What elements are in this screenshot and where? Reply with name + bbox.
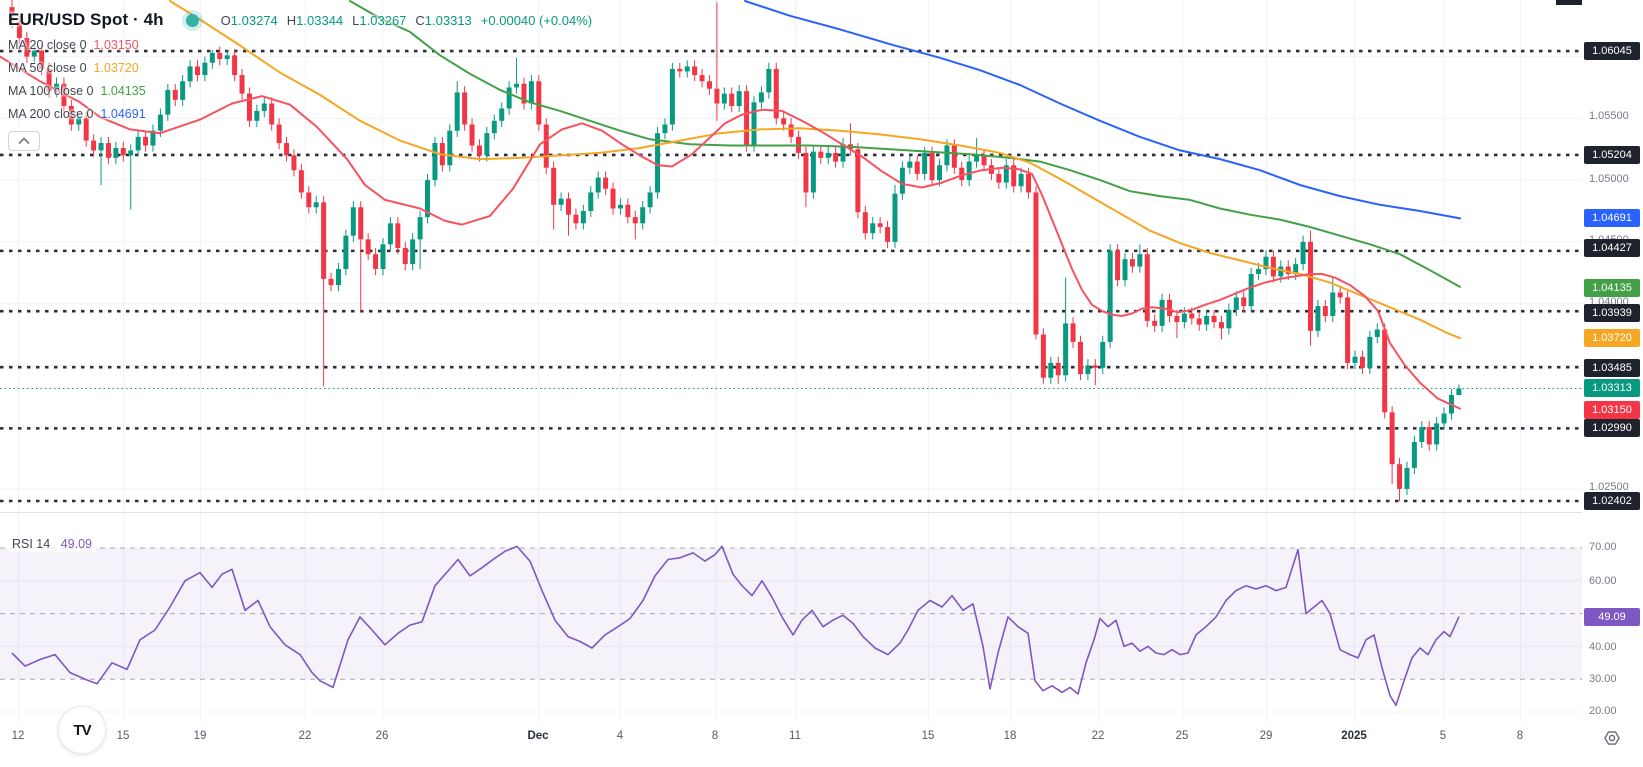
time-axis-label: Dec — [527, 730, 549, 742]
price-badge: 1.03939 — [1584, 304, 1640, 322]
time-axis-label: 12 — [11, 730, 25, 742]
price-axis-label: 1.02500 — [1589, 481, 1629, 493]
rsi-axis-badge: 49.09 — [1584, 608, 1640, 626]
open-value: 1.03274 — [230, 12, 278, 28]
time-axis-label: 25 — [1175, 730, 1189, 742]
ma-row-value-0: 1.03150 — [93, 38, 139, 52]
time-axis-label: 5 — [1439, 730, 1447, 742]
time-axis-label: 22 — [298, 730, 312, 742]
ma20-label: MA 20 close 0 — [8, 38, 87, 52]
price-axis-label: 1.05500 — [1589, 110, 1629, 122]
time-axis-label: 2025 — [1341, 730, 1367, 742]
price-axis-label: 40.00 — [1589, 641, 1617, 653]
price-axis-label: 60.00 — [1589, 575, 1617, 587]
price-axis-label: 20.00 — [1589, 705, 1617, 717]
rsi-legend-row[interactable]: RSI 14 49.09 — [8, 536, 96, 552]
price-badge: 1.03485 — [1584, 359, 1640, 377]
ma200-label: MA 200 close 0 — [8, 107, 94, 121]
collapse-legend-button[interactable] — [8, 131, 40, 151]
low-label: L — [352, 12, 360, 28]
price-badge: 1.03313 — [1584, 379, 1640, 397]
change-value: +0.00040 (+0.04%) — [480, 12, 593, 28]
ma-row-value-1: 1.03720 — [93, 61, 139, 75]
symbol-title[interactable]: EUR/USD Spot · 4h — [8, 10, 164, 29]
time-axis-label: 29 — [1259, 730, 1273, 742]
price-axis-label: 1.05000 — [1589, 173, 1629, 185]
ma-row-value-3: 1.04691 — [100, 107, 146, 121]
ma20-legend-row[interactable]: MA 20 close 0 1.03150 — [8, 34, 592, 56]
price-badge: 1.04135 — [1584, 279, 1640, 297]
ma100-label: MA 100 close 0 — [8, 84, 94, 98]
time-axis-label: 8 — [711, 730, 719, 742]
tradingview-logo[interactable]: TV — [58, 706, 106, 754]
high-value: 1.03344 — [296, 12, 344, 28]
chevron-up-icon — [18, 137, 30, 145]
price-badge: 1.06045 — [1584, 42, 1640, 60]
time-axis[interactable]: 12 15 19 22 26 Dec 4 8 11 15 18 22 25 29 2025 5 8 — [0, 722, 1582, 762]
market-status-icon — [185, 13, 199, 27]
gear-icon — [1604, 731, 1620, 745]
rsi-value: 49.09 — [60, 537, 92, 551]
chart-legend: EUR/USD Spot · 4h O1.03274 H1.03344 L1.032… — [8, 7, 592, 151]
price-axis-label: 30.00 — [1589, 673, 1617, 685]
low-value: 1.03267 — [359, 12, 407, 28]
time-axis-label: 4 — [616, 730, 624, 742]
time-axis-label: 18 — [1003, 730, 1017, 742]
ma200-legend-row[interactable]: MA 200 close 0 1.04691 — [8, 103, 592, 125]
open-label: O — [220, 12, 231, 28]
ma-row-value-2: 1.04135 — [100, 84, 146, 98]
time-axis-label: 15 — [116, 730, 130, 742]
pane-separator[interactable] — [0, 512, 1582, 513]
time-axis-label: 8 — [1516, 730, 1524, 742]
price-badge: 1.03720 — [1584, 329, 1640, 347]
price-badge: 1.02402 — [1584, 492, 1640, 510]
main-chart-canvas[interactable] — [0, 0, 1582, 762]
price-badge: 1.04691 — [1584, 209, 1640, 227]
price-badge: 1.04427 — [1584, 239, 1640, 257]
ohlc-readout: O1.03274 H1.03344 L1.03267 C1.03313 +0.00040… — [221, 13, 592, 28]
time-axis-label: 15 — [921, 730, 935, 742]
ma50-legend-row[interactable]: MA 50 close 0 1.03720 — [8, 57, 592, 79]
ma50-label: MA 50 close 0 — [8, 61, 87, 75]
price-axis-label: 70.00 — [1589, 541, 1617, 553]
price-badge: 1.05204 — [1584, 146, 1640, 164]
time-axis-label: 22 — [1091, 730, 1105, 742]
time-axis-settings-button[interactable] — [1603, 729, 1621, 747]
close-value: 1.03313 — [424, 12, 472, 28]
time-axis-label: 19 — [193, 730, 207, 742]
time-axis-label: 11 — [789, 730, 801, 742]
symbol-title-row[interactable]: EUR/USD Spot · 4h O1.03274 H1.03344 L1.032… — [8, 7, 592, 33]
price-badge: 1.03150 — [1584, 401, 1640, 419]
price-badge: 1.02990 — [1584, 419, 1640, 437]
time-axis-label: 26 — [375, 730, 389, 742]
high-label: H — [286, 12, 297, 28]
price-axis[interactable]: 1.060451.055001.052041.050001.046911.045… — [1582, 0, 1643, 762]
ma100-legend-row[interactable]: MA 100 close 0 1.04135 — [8, 80, 592, 102]
close-label: C — [415, 12, 425, 28]
rsi-label: RSI 14 — [12, 537, 51, 551]
